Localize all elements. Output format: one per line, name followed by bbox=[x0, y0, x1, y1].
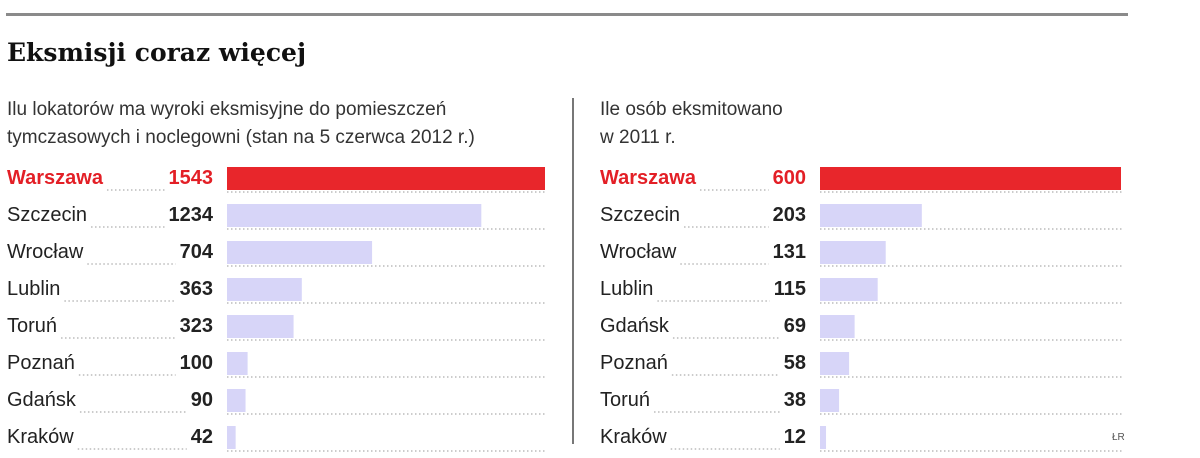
left-bar-6 bbox=[227, 389, 246, 412]
right-category-label-1: Szczecin bbox=[600, 204, 680, 226]
right-bar-2 bbox=[820, 241, 886, 264]
top-rule bbox=[6, 13, 1128, 16]
right-value-label-4: 69 bbox=[784, 315, 806, 337]
right-value-label-2: 131 bbox=[773, 241, 806, 263]
right-category-label-7: Kraków bbox=[600, 426, 667, 448]
left-value-label-3: 363 bbox=[180, 278, 213, 300]
left-value-label-2: 704 bbox=[180, 241, 214, 263]
right-subtitle-line-2: w 2011 r. bbox=[600, 127, 676, 148]
right-value-label-6: 38 bbox=[784, 389, 806, 411]
left-value-label-1: 1234 bbox=[169, 204, 214, 226]
left-bar-0 bbox=[227, 167, 545, 190]
author-credit: ŁR bbox=[1112, 432, 1125, 443]
left-category-label-3: Lublin bbox=[7, 278, 60, 300]
left-category-label-2: Wrocław bbox=[7, 241, 84, 263]
right-value-label-5: 58 bbox=[784, 352, 806, 374]
left-category-label-0: Warszawa bbox=[7, 167, 104, 189]
right-bar-0 bbox=[820, 167, 1121, 190]
right-category-label-6: Toruń bbox=[600, 389, 650, 411]
left-bar-1 bbox=[227, 204, 482, 227]
right-value-label-1: 203 bbox=[773, 204, 806, 226]
chart-title: Eksmisji coraz więcej bbox=[7, 38, 306, 67]
left-subtitle-line-1: Ilu lokatorów ma wyroki eksmisyjne do po… bbox=[7, 99, 447, 120]
right-value-label-7: 12 bbox=[784, 426, 806, 448]
left-value-label-7: 42 bbox=[191, 426, 213, 448]
right-category-label-2: Wrocław bbox=[600, 241, 677, 263]
left-value-label-5: 100 bbox=[180, 352, 213, 374]
right-category-label-5: Poznań bbox=[600, 352, 668, 374]
left-category-label-5: Poznań bbox=[7, 352, 75, 374]
right-subtitle-line-1: Ile osób eksmitowano bbox=[600, 99, 783, 120]
right-category-label-4: Gdańsk bbox=[600, 315, 670, 337]
left-bar-5 bbox=[227, 352, 248, 375]
left-category-label-6: Gdańsk bbox=[7, 389, 77, 411]
left-subtitle-line-2: tymczasowych i noclegowni (stan na 5 cze… bbox=[7, 127, 475, 148]
left-bar-2 bbox=[227, 241, 373, 264]
right-value-label-0: 600 bbox=[773, 167, 806, 189]
left-category-label-4: Toruń bbox=[7, 315, 57, 337]
chart-divider bbox=[572, 98, 574, 444]
left-value-label-0: 1543 bbox=[169, 167, 214, 189]
right-bar-6 bbox=[820, 389, 840, 412]
left-value-label-4: 323 bbox=[180, 315, 213, 337]
left-bar-4 bbox=[227, 315, 294, 338]
right-bar-4 bbox=[820, 315, 855, 338]
left-category-label-7: Kraków bbox=[7, 426, 74, 448]
left-bar-3 bbox=[227, 278, 302, 301]
right-bar-5 bbox=[820, 352, 850, 375]
left-value-label-6: 90 bbox=[191, 389, 213, 411]
right-bar-1 bbox=[820, 204, 922, 227]
left-chart-subtitle: Ilu lokatorów ma wyroki eksmisyjne do po… bbox=[7, 96, 567, 152]
right-category-label-3: Lublin bbox=[600, 278, 653, 300]
right-category-label-0: Warszawa bbox=[600, 167, 697, 189]
right-bar-3 bbox=[820, 278, 878, 301]
right-bar-7 bbox=[820, 426, 827, 449]
left-category-label-1: Szczecin bbox=[7, 204, 87, 226]
right-value-label-3: 115 bbox=[774, 278, 806, 300]
right-chart-subtitle: Ile osób eksmitowano w 2011 r. bbox=[600, 96, 900, 152]
left-bar-7 bbox=[227, 426, 236, 449]
